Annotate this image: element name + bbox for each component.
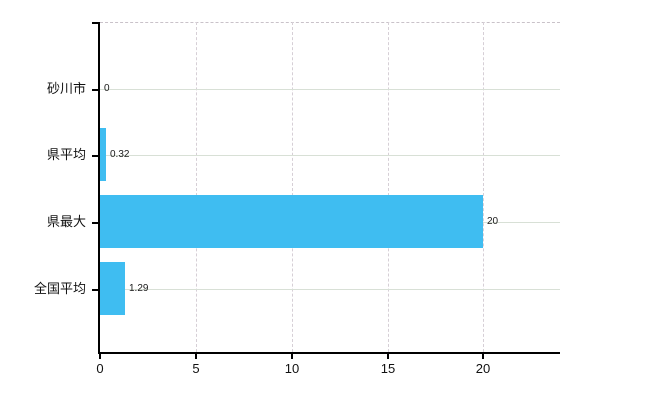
category-label-2: 県最大	[46, 214, 86, 229]
value-label-0: 0	[104, 83, 110, 94]
plot-area: 0 0.32 20 1.29	[100, 22, 560, 352]
y-axis-tick	[92, 89, 98, 91]
x-axis-tick	[99, 354, 101, 359]
x-tick-label-2: 10	[284, 361, 300, 376]
bar-2	[100, 195, 483, 248]
x-axis-tick	[291, 354, 293, 359]
x-axis-line	[98, 352, 560, 354]
value-label-3: 1.29	[129, 283, 149, 294]
x-axis-tick	[387, 354, 389, 359]
bar-3	[100, 262, 125, 315]
horizontal-gridline	[100, 155, 560, 156]
x-tick-label-0: 0	[96, 361, 104, 376]
vertical-gridline	[196, 22, 197, 352]
plot-top-border	[100, 22, 560, 23]
y-axis-tick	[92, 289, 98, 291]
bar-1	[100, 128, 106, 181]
category-label-0: 砂川市	[46, 81, 86, 96]
value-label-1: 0.32	[110, 149, 130, 160]
vertical-gridline	[292, 22, 293, 352]
vertical-gridline	[388, 22, 389, 352]
y-axis-line	[98, 22, 100, 354]
y-axis-tick	[92, 222, 98, 224]
x-tick-label-1: 5	[192, 361, 200, 376]
y-axis-tick	[92, 22, 98, 24]
value-label-2: 20	[487, 216, 499, 227]
horizontal-gridline	[100, 89, 560, 90]
horizontal-gridline	[100, 289, 560, 290]
x-tick-label-3: 15	[380, 361, 396, 376]
x-axis-tick	[482, 354, 484, 359]
x-tick-label-4: 20	[475, 361, 491, 376]
category-label-3: 全国平均	[33, 281, 86, 296]
y-axis-tick	[92, 155, 98, 157]
category-label-1: 県平均	[46, 147, 86, 162]
x-axis-tick	[195, 354, 197, 359]
vertical-gridline	[483, 22, 484, 352]
